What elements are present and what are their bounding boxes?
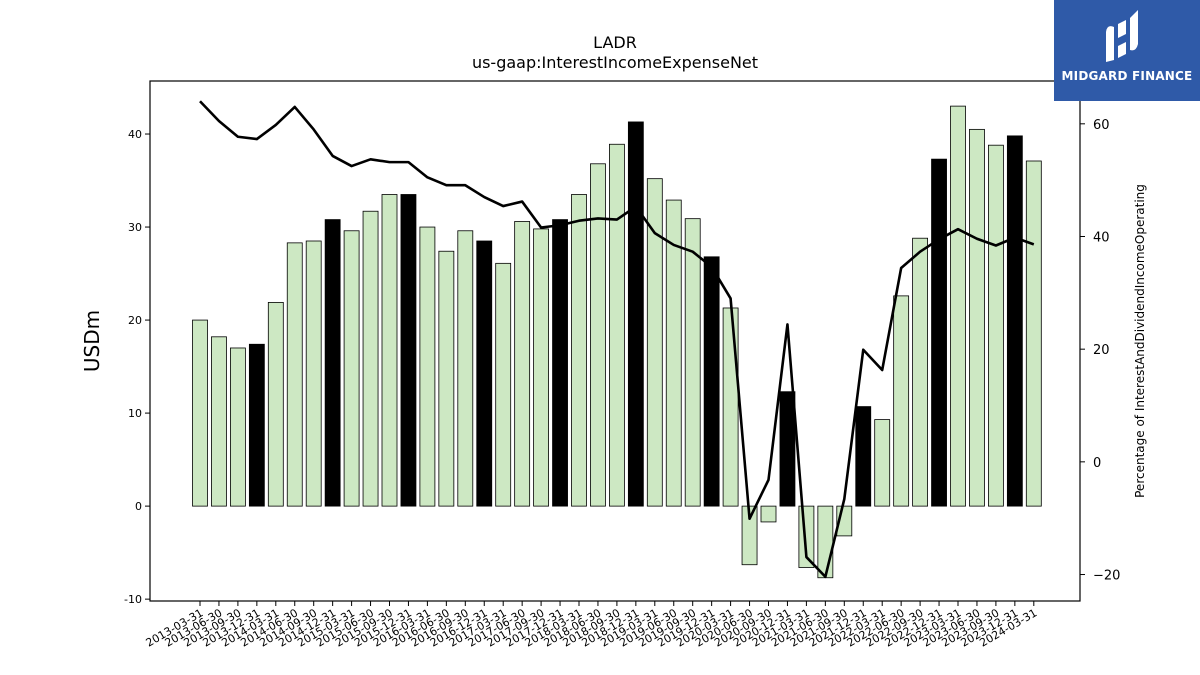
bar-series — [192, 105, 1042, 579]
bar — [893, 295, 910, 507]
bar — [552, 219, 568, 507]
bar — [590, 163, 606, 507]
y-tick-label: 40 — [128, 128, 142, 141]
y-tick-label: 10 — [128, 407, 142, 420]
brand-name: MIDGARD FINANCE — [1061, 69, 1193, 83]
bar — [533, 228, 549, 507]
y2-tick-label: 40 — [1093, 230, 1110, 245]
bar — [286, 242, 303, 507]
bar — [343, 230, 360, 507]
y-tick-label: 30 — [128, 221, 142, 234]
y2-axis-label: Percentage of InterestAndDividendIncomeO… — [1133, 184, 1147, 498]
bar — [627, 121, 644, 507]
bar — [362, 210, 379, 507]
bar — [400, 194, 417, 507]
y2-tick-label: 20 — [1093, 343, 1110, 358]
bar — [950, 105, 966, 507]
bar — [931, 158, 947, 507]
plot-frame — [149, 80, 1081, 602]
line-series — [199, 100, 1035, 579]
bar — [760, 505, 777, 523]
bar — [969, 128, 985, 507]
y2-tick-label: −20 — [1093, 569, 1120, 584]
y-axis-label: USDm — [80, 310, 104, 372]
bar — [514, 221, 531, 507]
bar — [248, 343, 265, 507]
bar — [324, 219, 341, 507]
bar — [438, 250, 455, 507]
y2-tick-label: 0 — [1093, 456, 1101, 471]
right-axis-ticks: −20 0 20 40 60 — [1080, 118, 1120, 584]
bar — [381, 194, 398, 507]
bar — [305, 240, 322, 507]
midgard-logo-icon — [1106, 10, 1138, 63]
chart-title: LADR — [593, 33, 637, 52]
y-tick-label: 0 — [135, 500, 142, 513]
bar — [912, 237, 928, 507]
brand-logo: MIDGARD FINANCE — [1054, 0, 1200, 101]
bar — [609, 143, 625, 507]
bar — [495, 262, 512, 507]
bar — [419, 226, 436, 507]
bar — [665, 199, 682, 507]
x-axis-ticks: 2013-03-312013-06-302013-09-302013-12-31… — [144, 601, 1039, 650]
bar — [1025, 160, 1042, 507]
chart-subtitle: us-gaap:InterestIncomeExpenseNet — [472, 53, 758, 72]
percentage-line — [199, 100, 1035, 579]
y-tick-label: 20 — [128, 314, 142, 327]
bar — [722, 307, 739, 507]
bar — [855, 406, 872, 507]
bar — [646, 178, 663, 507]
bar — [267, 301, 284, 507]
left-axis-ticks: -10 0 10 20 30 40 — [124, 128, 150, 606]
y-tick-label: -10 — [124, 593, 142, 606]
bar — [571, 194, 587, 507]
bar — [988, 144, 1004, 507]
bar — [817, 505, 834, 579]
bar — [211, 336, 227, 507]
bar — [1006, 135, 1023, 507]
bar — [779, 391, 796, 507]
bar — [703, 256, 720, 507]
bar — [874, 419, 891, 507]
bar — [476, 240, 493, 507]
bar — [457, 230, 474, 507]
bar — [192, 319, 208, 507]
bar — [229, 347, 246, 507]
bar — [684, 218, 701, 507]
y2-tick-label: 60 — [1093, 118, 1110, 133]
